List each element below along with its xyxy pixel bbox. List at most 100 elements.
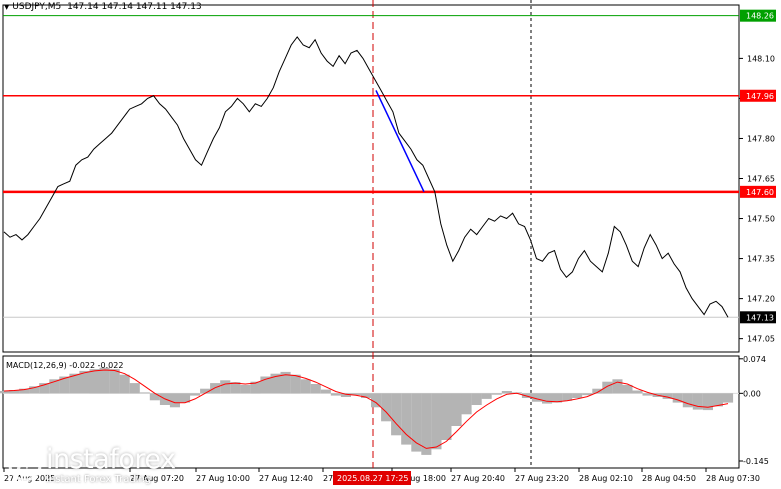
- macd-histogram-bar: [602, 381, 613, 394]
- macd-tick-label: -0.145: [743, 457, 769, 466]
- macd-histogram-bar: [39, 383, 50, 394]
- macd-histogram-bar: [672, 393, 683, 403]
- macd-histogram-bar: [622, 384, 633, 394]
- price-tick-label: 147.35: [747, 255, 775, 264]
- symbol-timeframe: USDJPY,M5: [12, 2, 62, 12]
- macd-histogram-bar: [290, 374, 301, 394]
- macd-histogram-bar: [441, 393, 452, 440]
- macd-histogram-bar: [49, 379, 60, 394]
- instaforex-logo-icon: [8, 448, 42, 482]
- time-tick-label: 28 Aug 04:50: [642, 474, 696, 483]
- macd-histogram-bar: [330, 393, 341, 396]
- macd-histogram-bar: [59, 376, 70, 394]
- macd-histogram-bar: [19, 388, 30, 394]
- macd-histogram-bar: [361, 393, 372, 398]
- macd-histogram-bar: [119, 374, 130, 394]
- macd-signal-line: [3, 369, 729, 449]
- macd-histogram-bar: [592, 388, 603, 394]
- price-tick-label: 147.50: [747, 215, 775, 224]
- macd-plot-frame: [2, 355, 740, 469]
- macd-histogram-bar: [381, 393, 392, 422]
- macd-histogram-bar: [129, 383, 140, 394]
- price-tick-label: 147.80: [747, 134, 775, 143]
- macd-histogram-bar: [200, 388, 211, 394]
- time-tick-label: 28 Aug 02:10: [579, 474, 633, 483]
- macd-histogram-bar: [89, 369, 100, 394]
- level-badge-label: 147.96: [746, 92, 774, 101]
- macd-histogram-bar: [79, 370, 90, 394]
- macd-histogram-bar: [169, 393, 180, 408]
- macd-histogram-bar: [582, 393, 593, 396]
- macd-histogram-bar: [552, 393, 563, 403]
- chart-header-arrow-icon: ▼: [4, 3, 10, 11]
- time-tick-label: 28 Aug 07:30: [706, 474, 760, 483]
- macd-histogram-bar: [280, 371, 291, 394]
- level-badge-label: 147.60: [746, 188, 774, 197]
- level-badge-147-96: [740, 89, 776, 102]
- macd-histogram-bar: [572, 393, 583, 398]
- time-tick-label: 27 Aug 18:00: [392, 474, 446, 483]
- macd-histogram-bar: [702, 393, 713, 411]
- macd-histogram-bar: [69, 373, 80, 394]
- macd-header: MACD(12,26,9) -0.022 -0.022: [6, 361, 124, 370]
- price-tick-label: 148.10: [747, 54, 775, 63]
- macd-histogram-bar: [250, 381, 261, 394]
- macd-histogram-bar: [542, 393, 553, 404]
- macd-histogram-bar: [310, 384, 321, 394]
- macd-tick-label: 0.074: [743, 355, 766, 364]
- macd-histogram-bar: [461, 393, 472, 415]
- macd-histogram-bar: [471, 393, 482, 405]
- macd-histogram-bar: [350, 393, 361, 396]
- price-tick-label: 147.20: [747, 295, 775, 304]
- price-line: [3, 36, 729, 318]
- macd-histogram-bar: [109, 369, 120, 394]
- macd-histogram-bar: [29, 386, 40, 394]
- macd-histogram-bar: [501, 391, 512, 394]
- macd-histogram-bar: [662, 393, 673, 399]
- macd-histogram-bar: [300, 379, 311, 394]
- price-tick-label: 147.65: [747, 175, 775, 184]
- macd-histogram-bar: [149, 393, 160, 401]
- level-badge-label: 147.13: [746, 313, 774, 322]
- level-badge-148-26: [740, 9, 776, 22]
- chart-header: ▼ USDJPY,M5 147.14 147.14 147.11 147.13: [4, 2, 202, 12]
- instaforex-watermark: instaforex Instant Forex Trading: [8, 444, 178, 486]
- time-tick-label: 27 Aug 10:00: [196, 474, 250, 483]
- macd-histogram-bar: [632, 390, 643, 394]
- macd-tick-label: 0.00: [743, 389, 761, 398]
- trend-line: [375, 90, 425, 193]
- macd-histogram-bar: [431, 393, 442, 450]
- level-badge-147-60: [740, 185, 776, 198]
- macd-histogram-bar: [371, 393, 382, 408]
- macd-histogram-bar: [99, 367, 110, 394]
- price-tick-label: 147.05: [747, 335, 775, 344]
- macd-histogram-bar: [260, 376, 271, 394]
- macd-histogram-bar: [180, 393, 191, 403]
- macd-histogram-bar: [320, 389, 331, 394]
- macd-histogram-bar: [531, 393, 542, 402]
- main-plot-frame: [2, 4, 740, 353]
- macd-histogram-bar: [391, 393, 402, 436]
- time-tick-label: 27 Aug 20:40: [451, 474, 505, 483]
- macd-histogram-bar: [0, 391, 10, 394]
- macd-histogram-bar: [421, 393, 432, 455]
- macd-histogram-bar: [340, 393, 351, 397]
- macd-histogram-bar: [491, 393, 502, 395]
- macd-histogram-bar: [9, 390, 20, 394]
- time-tick-label: 27 Aug 12:40: [259, 474, 313, 483]
- macd-histogram-bar: [190, 393, 201, 396]
- macd-histogram-bar: [240, 384, 251, 394]
- macd-histogram-bar: [451, 393, 462, 426]
- time-highlight-badge: [333, 471, 411, 485]
- level-badge-147-13: [740, 311, 776, 324]
- macd-histogram-bar: [712, 393, 723, 407]
- level-badge-label: 148.26: [746, 12, 774, 21]
- ohlc-values: 147.14 147.14 147.11 147.13: [67, 2, 202, 12]
- time-tick-label: 27 Aug 23:20: [515, 474, 569, 483]
- macd-histogram-bar: [220, 380, 231, 394]
- watermark-name: instaforex: [46, 444, 176, 475]
- macd-histogram-bar: [682, 393, 693, 408]
- macd-histogram-bar: [642, 393, 653, 396]
- macd-histogram-bar: [723, 393, 734, 403]
